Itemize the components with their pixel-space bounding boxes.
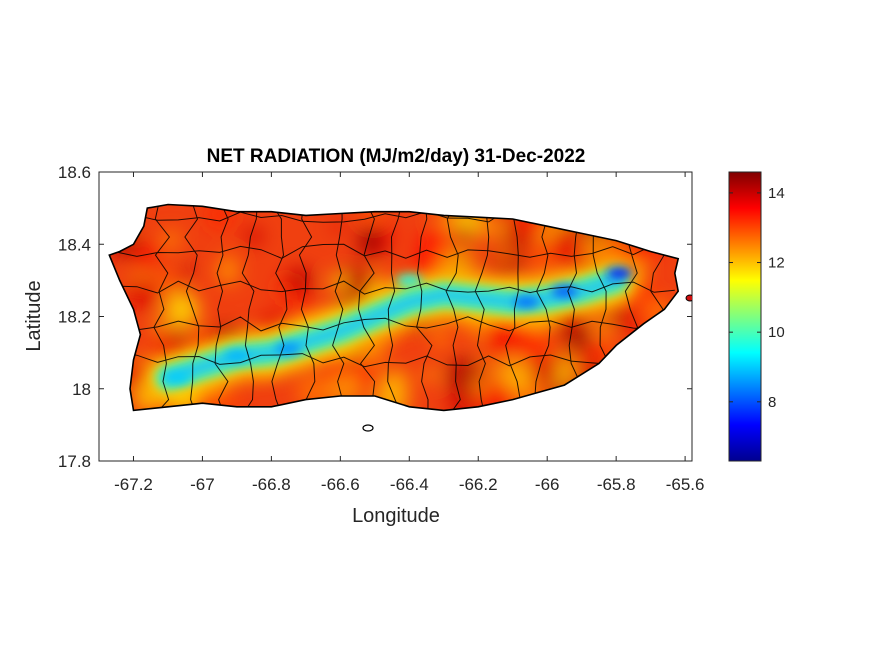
chart-title: NET RADIATION (MJ/m2/day) 31-Dec-2022: [207, 146, 586, 167]
y-axis-ticks: 17.8 18 18.2 18.4 18.6: [58, 163, 692, 471]
municipality-boundary: [357, 204, 376, 411]
radiation-patch: [215, 260, 240, 285]
radiation-patch: [448, 389, 476, 411]
caja-de-muertos-island: [362, 424, 374, 432]
municipality-boundary: [416, 204, 433, 411]
low-radiation-spot: [606, 267, 633, 280]
x-tick-label: -67.2: [114, 475, 153, 494]
municipality-boundary: [152, 204, 171, 411]
radiation-patch: [487, 339, 508, 361]
municipality-boundary: [116, 243, 675, 259]
municipality-boundary: [387, 204, 404, 411]
y-tick-label: 18.6: [58, 163, 91, 182]
municipality-boundary: [505, 204, 521, 411]
radiation-patch: [285, 266, 315, 296]
radiation-patch: [456, 224, 474, 243]
colorbar-tick-label: 12: [768, 255, 785, 272]
x-axis-ticks: -67.2 -67 -66.8 -66.6 -66.4 -66.2 -66 -65.8 -65.…: [114, 172, 704, 494]
municipality-boundary: [474, 204, 490, 411]
radiation-patch: [423, 367, 439, 383]
y-tick-label: 18: [72, 380, 91, 399]
low-radiation-spot: [223, 350, 250, 363]
y-tick-label: 18.2: [58, 308, 91, 327]
colorbar-tick-label: 10: [768, 324, 785, 341]
x-tick-label: -66.4: [390, 475, 429, 494]
low-radiation-spot: [275, 343, 302, 355]
municipality-boundaries: [116, 204, 675, 411]
minimum-radiation-spots: [165, 267, 633, 384]
x-axis-label: Longitude: [352, 505, 440, 527]
municipality-boundary: [116, 280, 675, 295]
radiation-patch: [472, 378, 490, 395]
municipality-boundary: [240, 204, 258, 411]
municipality-boundary: [116, 352, 675, 368]
radiation-patch: [336, 264, 373, 302]
x-tick-label: -67: [190, 475, 215, 494]
x-tick-label: -66: [535, 475, 560, 494]
radiation-patch: [382, 375, 396, 390]
radiation-patch: [181, 263, 195, 277]
radiation-patch: [172, 277, 187, 292]
municipality-boundary: [329, 204, 345, 411]
x-tick-label: -65.6: [666, 475, 705, 494]
municipality-boundary: [116, 316, 675, 332]
colorbar-ticks: 8 10 12 14: [729, 185, 785, 411]
municipality-boundary: [269, 204, 288, 411]
radiation-patch: [356, 227, 386, 256]
municipality-boundary: [534, 204, 551, 411]
x-tick-label: -66.8: [252, 475, 291, 494]
low-radiation-spot: [165, 371, 192, 384]
radiation-patch: [243, 226, 264, 247]
municipality-boundary: [184, 204, 200, 411]
colorbar: [728, 171, 762, 462]
radiation-patch: [125, 277, 160, 311]
x-tick-label: -65.8: [597, 475, 636, 494]
coastline: [108, 203, 680, 412]
radiation-patch: [519, 330, 552, 362]
radiation-patch: [489, 219, 508, 238]
radiation-patch: [163, 291, 200, 328]
x-tick-label: -66.6: [321, 475, 360, 494]
colorbar-tick-label: 14: [768, 185, 785, 202]
radiation-patch: [325, 360, 344, 379]
radiation-patch: [161, 230, 182, 250]
radiation-patch: [329, 272, 350, 292]
y-tick-label: 17.8: [58, 452, 91, 471]
radiation-patch: [428, 326, 452, 349]
vieques-edge: [685, 294, 692, 302]
colorbar-tick-label: 8: [768, 394, 776, 411]
radiation-patch: [565, 327, 592, 353]
x-tick-label: -66.2: [459, 475, 498, 494]
y-tick-label: 18.4: [58, 235, 91, 254]
municipality-boundary: [214, 204, 229, 411]
y-axis-label: Latitude: [23, 280, 45, 351]
municipality-boundary: [445, 204, 461, 411]
municipality-boundary: [298, 204, 316, 411]
low-radiation-spot: [396, 274, 423, 287]
low-radiation-spot: [513, 296, 540, 309]
